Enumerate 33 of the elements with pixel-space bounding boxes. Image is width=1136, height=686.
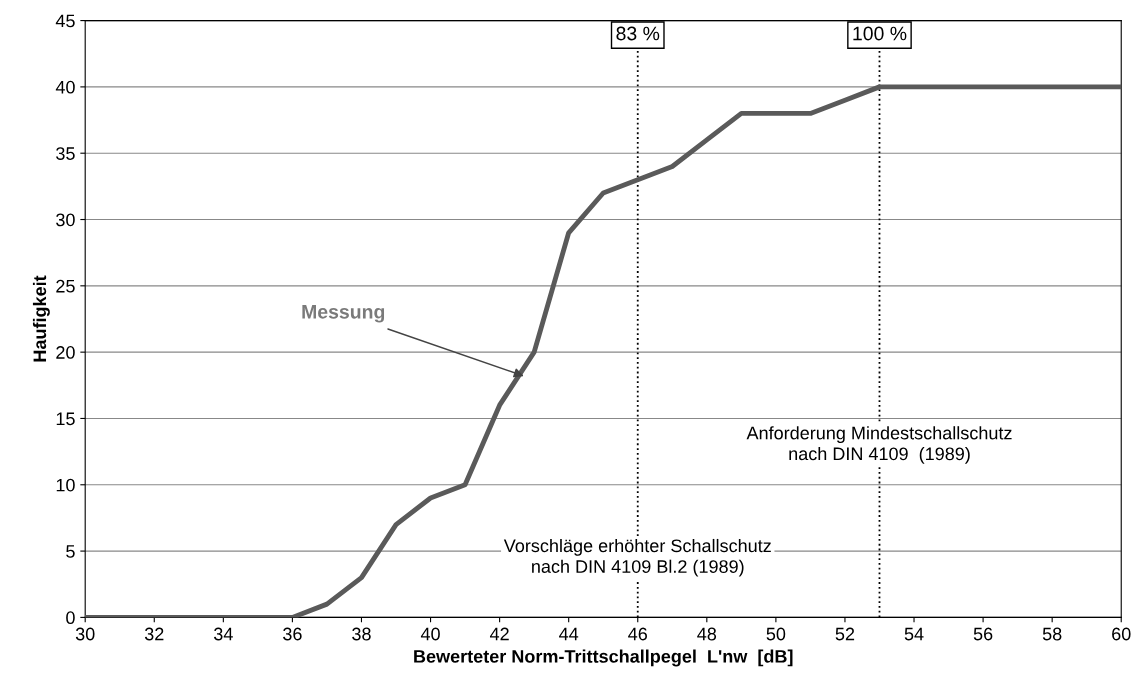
x-tick-label: 44 [559,627,579,641]
x-tick-label: 48 [697,627,717,641]
x-tick-label: 54 [904,627,924,641]
x-tick-label: 60 [1112,627,1131,641]
x-tick-label: 40 [420,627,440,641]
x-tick-label: 36 [283,627,302,641]
annotation: 100 % [853,26,907,41]
x-tick-label: 30 [75,627,95,641]
x-tick-label: 50 [766,627,786,641]
y-tick-label: 45 [55,14,75,28]
y-axis-title: Haufigkeit [32,275,50,362]
x-axis-title: Bewerteter Norm-Trittschallpegel L'nw [dB] [414,649,793,667]
x-tick-label: 46 [628,627,647,641]
x-tick-label: 38 [352,627,371,641]
y-tick-label: 20 [56,346,75,359]
y-tick-label: 40 [55,80,75,94]
y-tick-label: 25 [56,279,75,293]
x-tick-label: 32 [144,627,164,641]
annotation: Anforderung Mindestschallschutz nach DIN 4109 (1989) [746,426,1012,464]
x-tick-label: 56 [973,627,993,641]
y-tick-label: 5 [66,545,75,558]
y-tick-label: 0 [66,611,75,625]
annotation: 83 % [616,26,660,41]
x-tick-label: 58 [1042,627,1062,641]
y-tick-label: 30 [56,213,75,227]
y-tick-label: 10 [56,478,75,492]
x-tick-label: 52 [835,627,855,641]
annotation: Messung [302,305,385,323]
y-tick-label: 15 [56,412,75,426]
annotation: Vorschläge erhöhter Schallschutz nach DIN 4109 Bl.2 (1989) [503,538,771,577]
y-tick-label: 35 [56,147,75,160]
x-tick-label: 42 [489,627,509,641]
x-tick-label: 34 [213,627,233,641]
